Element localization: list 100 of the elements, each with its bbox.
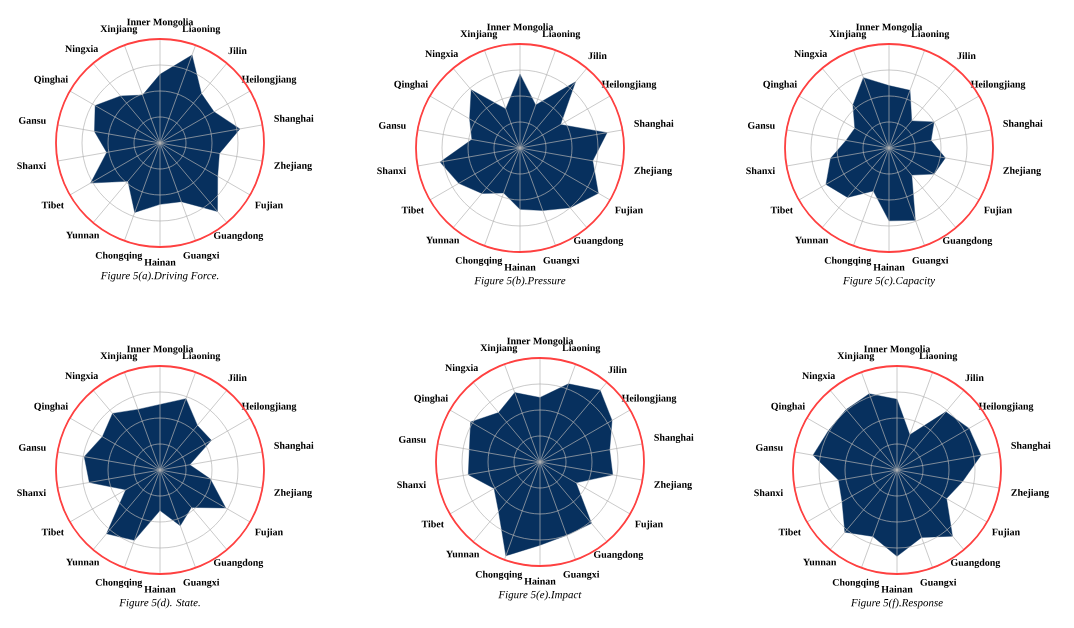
spoke-label: Guangdong: [950, 558, 1001, 568]
spoke-label: Shanghai: [274, 114, 314, 124]
spoke-label: Qinghai: [394, 80, 428, 90]
spoke-label: Qinghai: [34, 75, 68, 85]
spoke-label: Chongqing: [824, 256, 872, 266]
spoke-label: Fujian: [984, 206, 1012, 216]
spoke-label: Guangdong: [942, 236, 993, 246]
spoke-label: Qinghai: [414, 394, 448, 404]
spoke-label: Ningxia: [445, 364, 479, 374]
spoke-label: Yunnan: [426, 236, 460, 244]
spoke-label: Shanxi: [754, 489, 783, 497]
spoke-label: Tibet: [770, 206, 794, 214]
spoke-label: Gansu: [378, 122, 406, 129]
spoke-label: Guangdong: [213, 231, 264, 241]
spoke-label: Fujian: [255, 201, 283, 211]
spoke-label: Zhejiang: [274, 161, 312, 171]
spoke-label: Hainan: [504, 263, 536, 271]
spoke-label: Yunnan: [446, 550, 480, 558]
spoke-label: Xinjiang: [829, 30, 867, 40]
spoke-label: Ningxia: [802, 372, 836, 382]
spoke-label: Heilongjiang: [970, 80, 1026, 90]
spoke-label: Heilongjiang: [241, 75, 297, 85]
spoke-label: Chongqing: [475, 570, 523, 580]
spoke-label: Shanghai: [654, 433, 694, 443]
spoke-label: Guangxi: [563, 570, 600, 580]
text: Figure 5(f).Response: [850, 598, 943, 609]
spoke-label: Fujian: [992, 528, 1020, 538]
spoke-label: Heilongjiang: [601, 80, 657, 90]
spoke-label: Xinjiang: [837, 352, 875, 362]
spoke-label: Ningxia: [794, 50, 828, 60]
spoke-label: Qinghai: [34, 402, 68, 412]
spoke-label: Chongqing: [832, 578, 880, 588]
spoke-label: Shanxi: [746, 167, 775, 175]
spoke-label: Ningxia: [65, 45, 99, 55]
spoke-label: Tibet: [421, 520, 445, 528]
spoke-label: Zhejiang: [1011, 488, 1049, 498]
spoke-label: Shanghai: [1011, 441, 1051, 451]
spoke-label: Hainan: [881, 585, 913, 593]
spoke-label: Guangxi: [920, 578, 957, 588]
spoke-label: Gansu: [747, 122, 775, 129]
text: Figure 5(d). State.: [119, 598, 200, 609]
spoke-label: Fujian: [255, 528, 283, 538]
spoke-label: Ningxia: [425, 50, 459, 60]
spoke-label: Qinghai: [771, 402, 805, 412]
spoke-label: Zhejiang: [1003, 166, 1041, 176]
spoke-label: Tibet: [41, 528, 65, 536]
spoke-label: Xinjiang: [480, 344, 518, 354]
spoke-label: Yunnan: [66, 231, 100, 239]
spoke-label: Hainan: [144, 258, 176, 266]
spoke-label: Fujian: [635, 520, 663, 530]
text: Figure 5(e).Impact: [498, 590, 582, 601]
spoke-label: Heilongjiang: [621, 394, 677, 404]
spoke-label: Zhejiang: [274, 488, 312, 498]
spoke-label: Chongqing: [95, 251, 143, 261]
spoke-label: Guangxi: [912, 256, 949, 266]
spoke-label: Tibet: [401, 206, 425, 214]
spoke-label: Jilin: [957, 52, 976, 60]
text: Figure 5(c).Capacity: [842, 276, 936, 287]
spoke-label: Shanghai: [274, 441, 314, 451]
spoke-label: Tibet: [41, 201, 65, 209]
spoke-label: Yunnan: [803, 558, 837, 566]
spoke-label: Hainan: [144, 585, 176, 593]
spoke-label: Guangdong: [573, 236, 624, 246]
spoke-label: Heilongjiang: [978, 402, 1034, 412]
spoke-label: Tibet: [778, 528, 802, 536]
text: Figure 5(b).Pressure: [474, 276, 566, 287]
spoke-label: Shanxi: [17, 489, 46, 497]
spoke-label: Fujian: [615, 206, 643, 216]
spoke-label: Ningxia: [65, 372, 99, 382]
spoke-label: Xinjiang: [100, 25, 138, 35]
spoke-label: Guangxi: [183, 251, 220, 261]
spoke-label: Gansu: [18, 117, 46, 124]
spoke-label: Jilin: [228, 47, 247, 55]
spoke-label: Gansu: [755, 444, 783, 451]
spoke-label: Chongqing: [95, 578, 143, 588]
spoke-label: Zhejiang: [634, 166, 672, 176]
spoke-label: Jilin: [588, 52, 607, 60]
spoke-label: Xinjiang: [460, 30, 498, 40]
spoke-label: Gansu: [398, 436, 426, 443]
spoke-label: Shanxi: [17, 162, 46, 170]
spoke-label: Shanghai: [634, 119, 674, 129]
spoke-label: Guangdong: [593, 550, 644, 560]
spoke-label: Shanxi: [377, 167, 406, 175]
spoke-label: Gansu: [18, 444, 46, 451]
spoke-label: Jilin: [608, 366, 627, 374]
spoke-label: Yunnan: [795, 236, 829, 244]
spoke-label: Yunnan: [66, 558, 100, 566]
spoke-label: Qinghai: [763, 80, 797, 90]
spoke-label: Xinjiang: [100, 352, 138, 362]
spoke-label: Hainan: [873, 263, 905, 271]
spoke-label: Jilin: [965, 374, 984, 382]
spoke-label: Guangxi: [183, 578, 220, 588]
spoke-label: Chongqing: [455, 256, 503, 266]
spoke-label: Jilin: [228, 374, 247, 382]
spoke-label: Hainan: [524, 577, 556, 585]
spoke-label: Zhejiang: [654, 480, 692, 490]
spoke-label: Shanghai: [1003, 119, 1043, 129]
spoke-label: Guangxi: [543, 256, 580, 266]
spoke-label: Shanxi: [397, 481, 426, 489]
text: Figure 5(a).Driving Force.: [100, 271, 219, 282]
